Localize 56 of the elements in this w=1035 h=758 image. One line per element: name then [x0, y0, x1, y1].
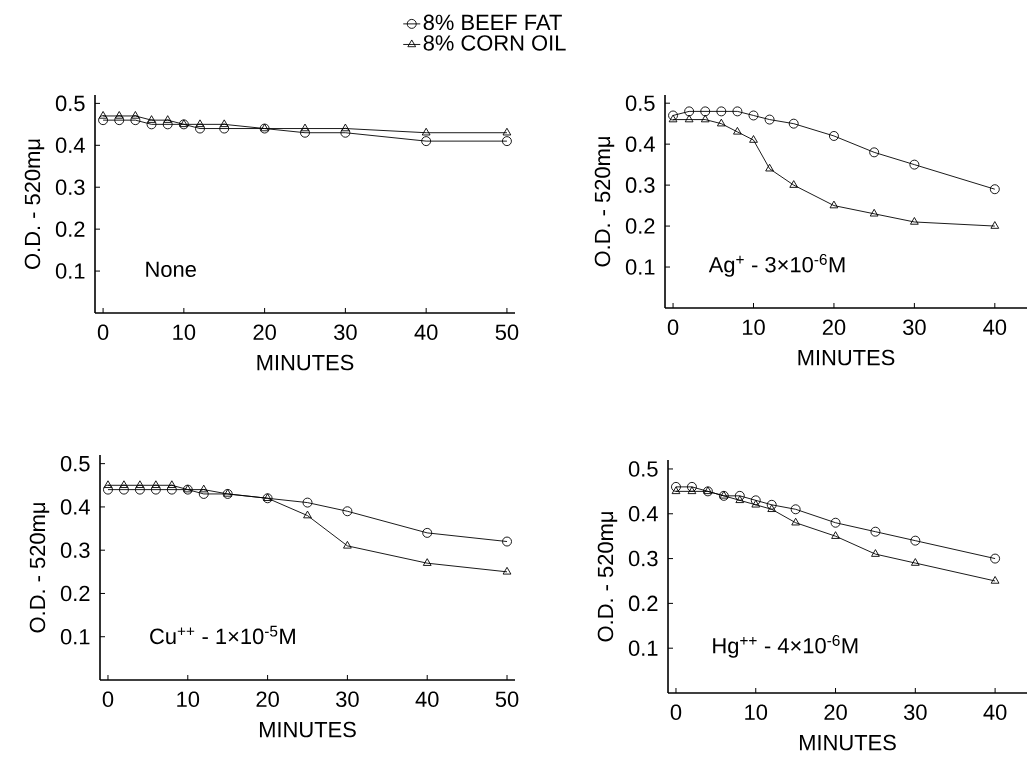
x-axis-title: MINUTES: [259, 722, 356, 738]
x-tick-label: 30: [334, 324, 357, 341]
x-tick-label: 30: [903, 704, 927, 721]
x-axis-title: MINUTES: [257, 354, 354, 371]
y-tick-label: 0.5: [625, 95, 655, 112]
x-tick-label: 0: [670, 704, 682, 721]
y-tick-label: 0.1: [55, 263, 85, 280]
y-tick-label: 0.4: [625, 136, 655, 153]
x-tick-label: 40: [983, 704, 1007, 721]
x-axis-title: MINUTES: [799, 735, 896, 751]
x-axis-title: MINUTES: [798, 349, 895, 366]
x-tick-label: 10: [745, 704, 768, 721]
x-tick-label: 0: [667, 319, 679, 336]
x-tick-label: 10: [742, 319, 765, 336]
annotation: Ag$^{+}$ - 3×10$^{-6}$M: [708, 254, 845, 277]
x-tick-label: 0: [97, 324, 109, 341]
y-axis-title: O.D. - 520mμ: [597, 512, 618, 642]
legend-label: 8% BEEF FAT: [423, 14, 562, 31]
y-tick-label: 0.5: [628, 461, 658, 477]
x-tick-label: 40: [414, 324, 438, 341]
y-tick-label: 0.2: [60, 585, 90, 602]
annotation: Cu$^{++}$ - 1×10$^{-5}$M: [150, 626, 295, 645]
legend-label: 8% CORN OIL: [423, 35, 566, 51]
y-tick-label: 0.3: [60, 542, 90, 559]
x-tick-label: 10: [177, 691, 200, 708]
x-tick-label: 20: [253, 324, 276, 341]
y-tick-label: 0.5: [60, 456, 90, 472]
y-tick-label: 0.4: [55, 137, 85, 154]
y-tick-label: 0.1: [60, 629, 90, 645]
y-tick-label: 0.2: [625, 218, 655, 235]
y-tick-label: 0.4: [628, 506, 658, 522]
x-tick-label: 10: [173, 324, 196, 341]
annotation: None: [146, 261, 196, 278]
x-tick-label: 20: [256, 691, 279, 708]
x-tick-label: 20: [822, 319, 846, 336]
y-tick-label: 0.4: [60, 499, 90, 515]
y-tick-label: 0.2: [628, 595, 658, 612]
y-tick-label: 0.1: [625, 259, 655, 275]
y-tick-label: 0.1: [628, 640, 658, 657]
x-tick-label: 40: [983, 319, 1007, 336]
y-tick-label: 0.3: [625, 177, 655, 194]
x-tick-label: 50: [495, 324, 519, 341]
x-tick-label: 30: [336, 691, 359, 708]
x-tick-label: 20: [824, 704, 847, 721]
y-tick-label: 0.3: [55, 179, 85, 196]
y-axis-title: O.D. - 520mμ: [29, 503, 50, 633]
x-tick-label: 50: [495, 691, 519, 708]
x-tick-label: 0: [102, 691, 114, 708]
y-tick-label: 0.5: [55, 95, 85, 112]
annotation: Hg$^{++}$ - 4×10$^{-6}$M: [713, 635, 858, 658]
x-tick-label: 30: [903, 319, 926, 336]
y-tick-label: 0.3: [628, 550, 658, 567]
y-tick-label: 0.2: [55, 221, 85, 238]
y-axis-title: O.D. - 520mμ: [594, 137, 615, 267]
y-axis-title: O.D. - 520mμ: [24, 139, 45, 270]
x-tick-label: 40: [415, 691, 439, 708]
